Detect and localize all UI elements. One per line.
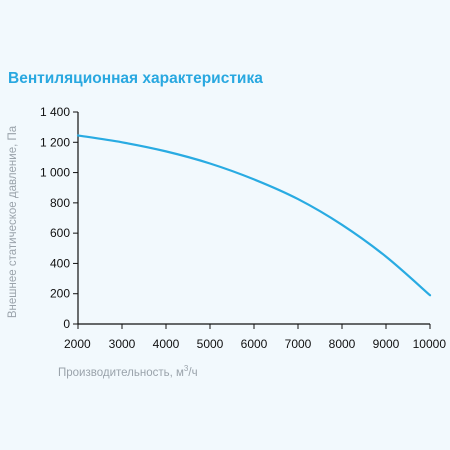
axes [73,111,431,329]
x-axis-label-superscript: 3 [184,364,189,373]
series-group [76,134,432,297]
x-tick-label: 9000 [373,337,400,351]
y-tick-label: 0 [63,317,70,331]
x-tick-label: 6000 [241,337,268,351]
x-axis-label-tail: /ч [188,367,197,379]
y-tick-label: 600 [50,226,70,240]
series-line [76,134,432,297]
y-tick-label: 800 [50,196,70,210]
y-tick-label: 200 [50,287,70,301]
x-tick-label: 3000 [109,337,136,351]
y-tick-label: 1 200 [40,135,70,149]
x-tick-label: 2000 [64,337,91,351]
x-axis-label-main: Производительность, м [58,367,184,379]
x-tick-labels: 2000 3000 4000 5000 6000 7000 8000 9000 10000 [64,337,446,351]
x-tick-label: 10000 [413,337,447,351]
x-tick-label: 7000 [285,337,312,351]
x-tick-label: 4000 [153,337,180,351]
y-tick-label: 1 000 [40,166,70,180]
y-tick-label: 1 400 [40,105,70,119]
y-tick-labels: 0 200 400 600 800 1 000 1 200 1 400 [40,105,70,331]
x-axis-label: Производительность, м3/ч [58,364,198,379]
chart-title: Вентиляционная характеристика [8,70,263,87]
y-tick-label: 400 [50,256,70,270]
y-axis-label: Внешнее статическое давление, Па [7,125,19,318]
x-tick-label: 5000 [197,337,224,351]
x-tick-label: 8000 [329,337,356,351]
